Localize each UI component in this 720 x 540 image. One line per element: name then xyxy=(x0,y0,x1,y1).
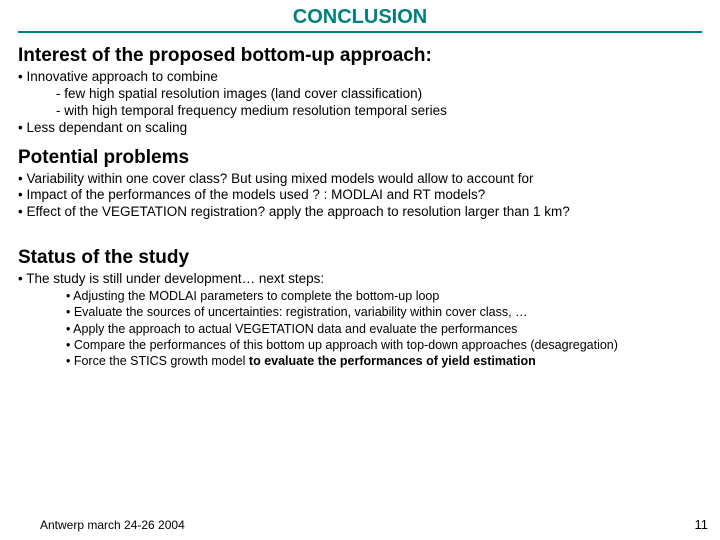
bullet: • Innovative approach to combine xyxy=(18,69,702,86)
heading-problems: Potential problems xyxy=(18,147,702,169)
bullet-sub: • Compare the performances of this botto… xyxy=(18,337,702,353)
spacer xyxy=(18,221,702,243)
footer-left: Antwerp march 24-26 2004 xyxy=(40,518,185,532)
content-area: Interest of the proposed bottom-up appro… xyxy=(0,33,720,369)
title-block: CONCLUSION xyxy=(0,0,720,29)
sub-bullets: • Adjusting the MODLAI parameters to com… xyxy=(18,288,702,369)
bullet-sub: • Force the STICS growth model to evalua… xyxy=(18,353,702,369)
bullet: • Effect of the VEGETATION registration?… xyxy=(18,204,702,221)
page-number: 11 xyxy=(695,517,709,532)
bullet-sub: • Adjusting the MODLAI parameters to com… xyxy=(18,288,702,304)
bullet-sub-bold: to evaluate the performances of yield es… xyxy=(249,354,536,368)
bullet: • Impact of the performances of the mode… xyxy=(18,187,702,204)
bullet: • The study is still under development… … xyxy=(18,271,702,288)
bullet-sub-text: • Force the STICS growth model xyxy=(66,354,249,368)
bullet: • Less dependant on scaling xyxy=(18,120,702,137)
slide-title: CONCLUSION xyxy=(293,6,427,29)
bullet-sub: - few high spatial resolution images (la… xyxy=(18,86,702,103)
heading-status: Status of the study xyxy=(18,247,702,269)
bullet-sub: • Apply the approach to actual VEGETATIO… xyxy=(18,321,702,337)
heading-interest: Interest of the proposed bottom-up appro… xyxy=(18,45,702,67)
bullet-sub: • Evaluate the sources of uncertainties:… xyxy=(18,304,702,320)
bullet-sub: - with high temporal frequency medium re… xyxy=(18,103,702,120)
bullet: • Variability within one cover class? Bu… xyxy=(18,171,702,188)
